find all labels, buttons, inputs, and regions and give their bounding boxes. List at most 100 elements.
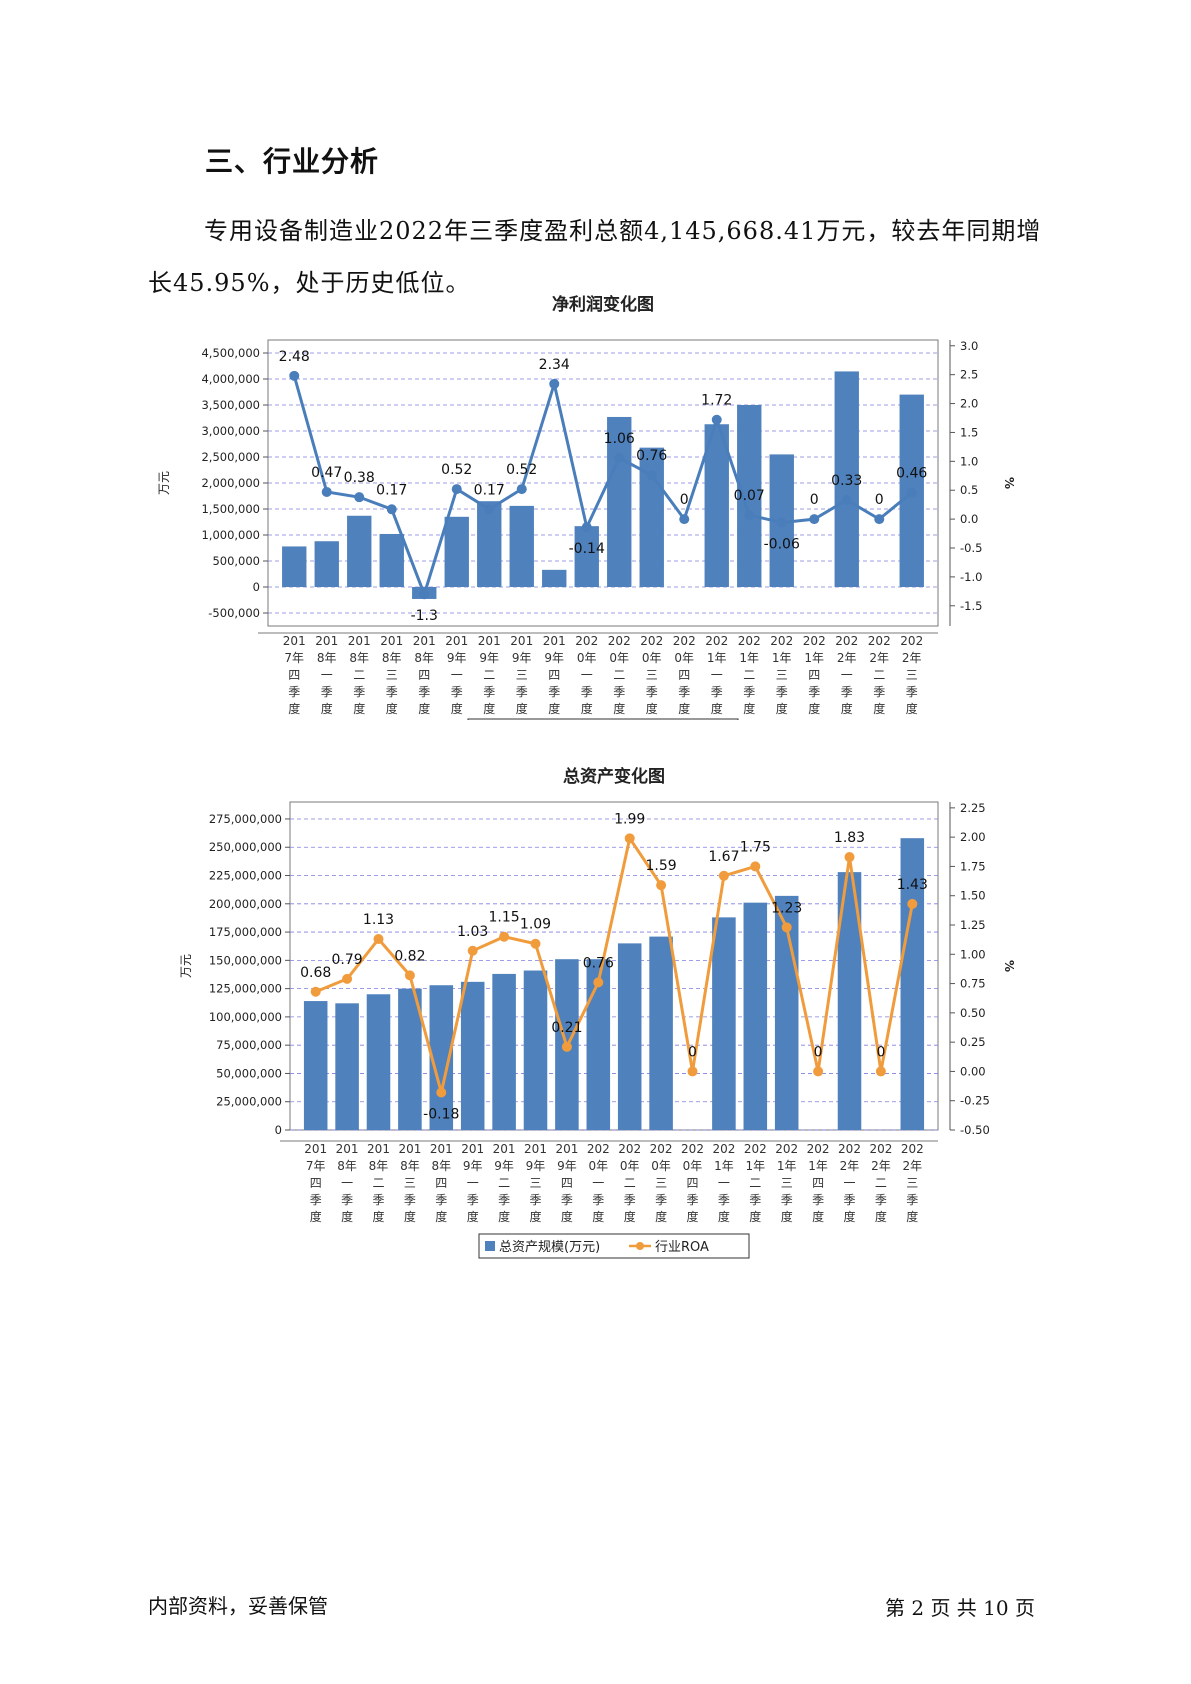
x-tick-label: 四 <box>435 1176 447 1190</box>
bar <box>900 838 925 1130</box>
line-point <box>646 470 657 481</box>
x-tick-label: 度 <box>678 701 690 716</box>
y2-tick-label: 0.75 <box>960 977 986 991</box>
y-tick-label: 200,000,000 <box>209 897 282 911</box>
footer-confidential-note: 内部资料，妥善保管 <box>148 1594 328 1618</box>
line-point <box>561 1041 572 1052</box>
y2-tick-label: 1.00 <box>960 947 986 961</box>
x-tick-label: 季 <box>353 685 365 699</box>
x-tick-label: 201 <box>493 1142 516 1156</box>
data-label: 1.23 <box>771 900 802 916</box>
line-point <box>624 833 635 844</box>
x-tick-label: 2年 <box>902 1159 922 1173</box>
line-point <box>841 495 852 506</box>
legend-bar-swatch <box>485 1241 495 1251</box>
data-label: 0.07 <box>734 488 765 504</box>
bar <box>607 416 632 587</box>
line-point <box>530 938 541 949</box>
data-label: 1.06 <box>604 431 635 447</box>
x-tick-label: 202 <box>738 634 761 648</box>
y-tick-label: 100,000,000 <box>209 1010 282 1024</box>
x-tick-label: 季 <box>581 685 593 699</box>
x-tick-label: 季 <box>404 1193 416 1207</box>
bar <box>704 424 729 587</box>
y2-tick-label: 3.0 <box>960 339 978 353</box>
y2-tick-label: -1.0 <box>960 570 982 584</box>
x-tick-label: 一 <box>451 668 463 682</box>
x-tick-label: 0年 <box>577 651 597 665</box>
x-tick-label: 季 <box>613 685 625 699</box>
bar <box>542 569 567 587</box>
x-tick-label: 季 <box>841 685 853 699</box>
x-tick-label: 季 <box>288 685 300 699</box>
line-point <box>874 514 885 525</box>
y-tick-label: 0 <box>275 1123 282 1137</box>
x-tick-label: 季 <box>483 685 495 699</box>
x-tick-label: 三 <box>529 1176 541 1190</box>
x-tick-label: 季 <box>341 1193 353 1207</box>
x-tick-label: 度 <box>808 701 820 716</box>
data-label: 1.03 <box>457 924 488 940</box>
x-tick-label: 202 <box>673 634 696 648</box>
bar <box>366 994 391 1130</box>
x-tick-label: 度 <box>655 1209 667 1224</box>
bar <box>347 515 372 587</box>
x-tick-label: 二 <box>624 1176 636 1190</box>
line-point <box>656 880 667 891</box>
x-tick-label: 季 <box>372 1193 384 1207</box>
x-tick-label: 季 <box>451 685 463 699</box>
x-tick-label: 季 <box>843 1193 855 1207</box>
x-tick-label: 201 <box>336 1142 359 1156</box>
x-tick-label: 0年 <box>609 651 629 665</box>
x-tick-label: 度 <box>718 1209 730 1224</box>
x-tick-label: 0年 <box>620 1159 640 1173</box>
y-axis-label: 万元 <box>157 471 171 495</box>
x-tick-label: 0年 <box>588 1159 608 1173</box>
x-tick-label: 202 <box>807 1142 830 1156</box>
data-label: 0.68 <box>300 965 331 981</box>
x-tick-label: 二 <box>498 1176 510 1190</box>
data-label: 0.52 <box>506 462 537 478</box>
y-tick-label: 1,500,000 <box>201 502 260 516</box>
data-label: 1.83 <box>834 830 865 846</box>
x-tick-label: 1年 <box>808 1159 828 1173</box>
line-point <box>581 522 592 533</box>
line-point <box>593 977 604 988</box>
x-tick-label: 9年 <box>447 651 467 665</box>
data-label: 0.47 <box>311 465 342 481</box>
x-tick-label: 7年 <box>284 651 304 665</box>
legend-box <box>478 1233 750 1259</box>
x-tick-label: 8年 <box>400 1159 420 1173</box>
y-tick-label: 2,000,000 <box>201 476 260 490</box>
x-tick-label: 三 <box>386 668 398 682</box>
line-point <box>499 931 510 942</box>
y2-tick-label: -0.50 <box>960 1123 990 1137</box>
x-tick-label: 二 <box>353 668 365 682</box>
data-label: 1.72 <box>701 393 732 409</box>
x-tick-label: 7年 <box>306 1159 326 1173</box>
bar <box>303 1001 328 1130</box>
x-tick-label: 度 <box>341 1209 353 1224</box>
x-tick-label: 一 <box>467 1176 479 1190</box>
x-tick-label: 季 <box>646 685 658 699</box>
x-tick-label: 季 <box>498 1193 510 1207</box>
data-label: 1.99 <box>614 811 645 827</box>
section-heading: 三、行业分析 <box>205 145 380 178</box>
x-tick-label: 度 <box>613 701 625 716</box>
x-tick-label: 季 <box>812 1193 824 1207</box>
bar <box>737 405 762 587</box>
x-tick-label: 度 <box>749 1209 761 1224</box>
x-tick-label: 8年 <box>414 651 434 665</box>
x-tick-label: 季 <box>467 1193 479 1207</box>
x-tick-label: 三 <box>404 1176 416 1190</box>
x-tick-label: 度 <box>776 701 788 716</box>
line-point <box>781 922 792 933</box>
x-tick-label: 0年 <box>674 651 694 665</box>
y2-tick-label: 1.5 <box>960 425 978 439</box>
bar <box>282 546 307 587</box>
data-label: 1.75 <box>740 839 771 855</box>
legend-line-marker <box>636 1242 644 1250</box>
bar <box>834 371 859 587</box>
x-tick-label: 季 <box>678 685 690 699</box>
x-tick-label: 度 <box>435 1209 447 1224</box>
